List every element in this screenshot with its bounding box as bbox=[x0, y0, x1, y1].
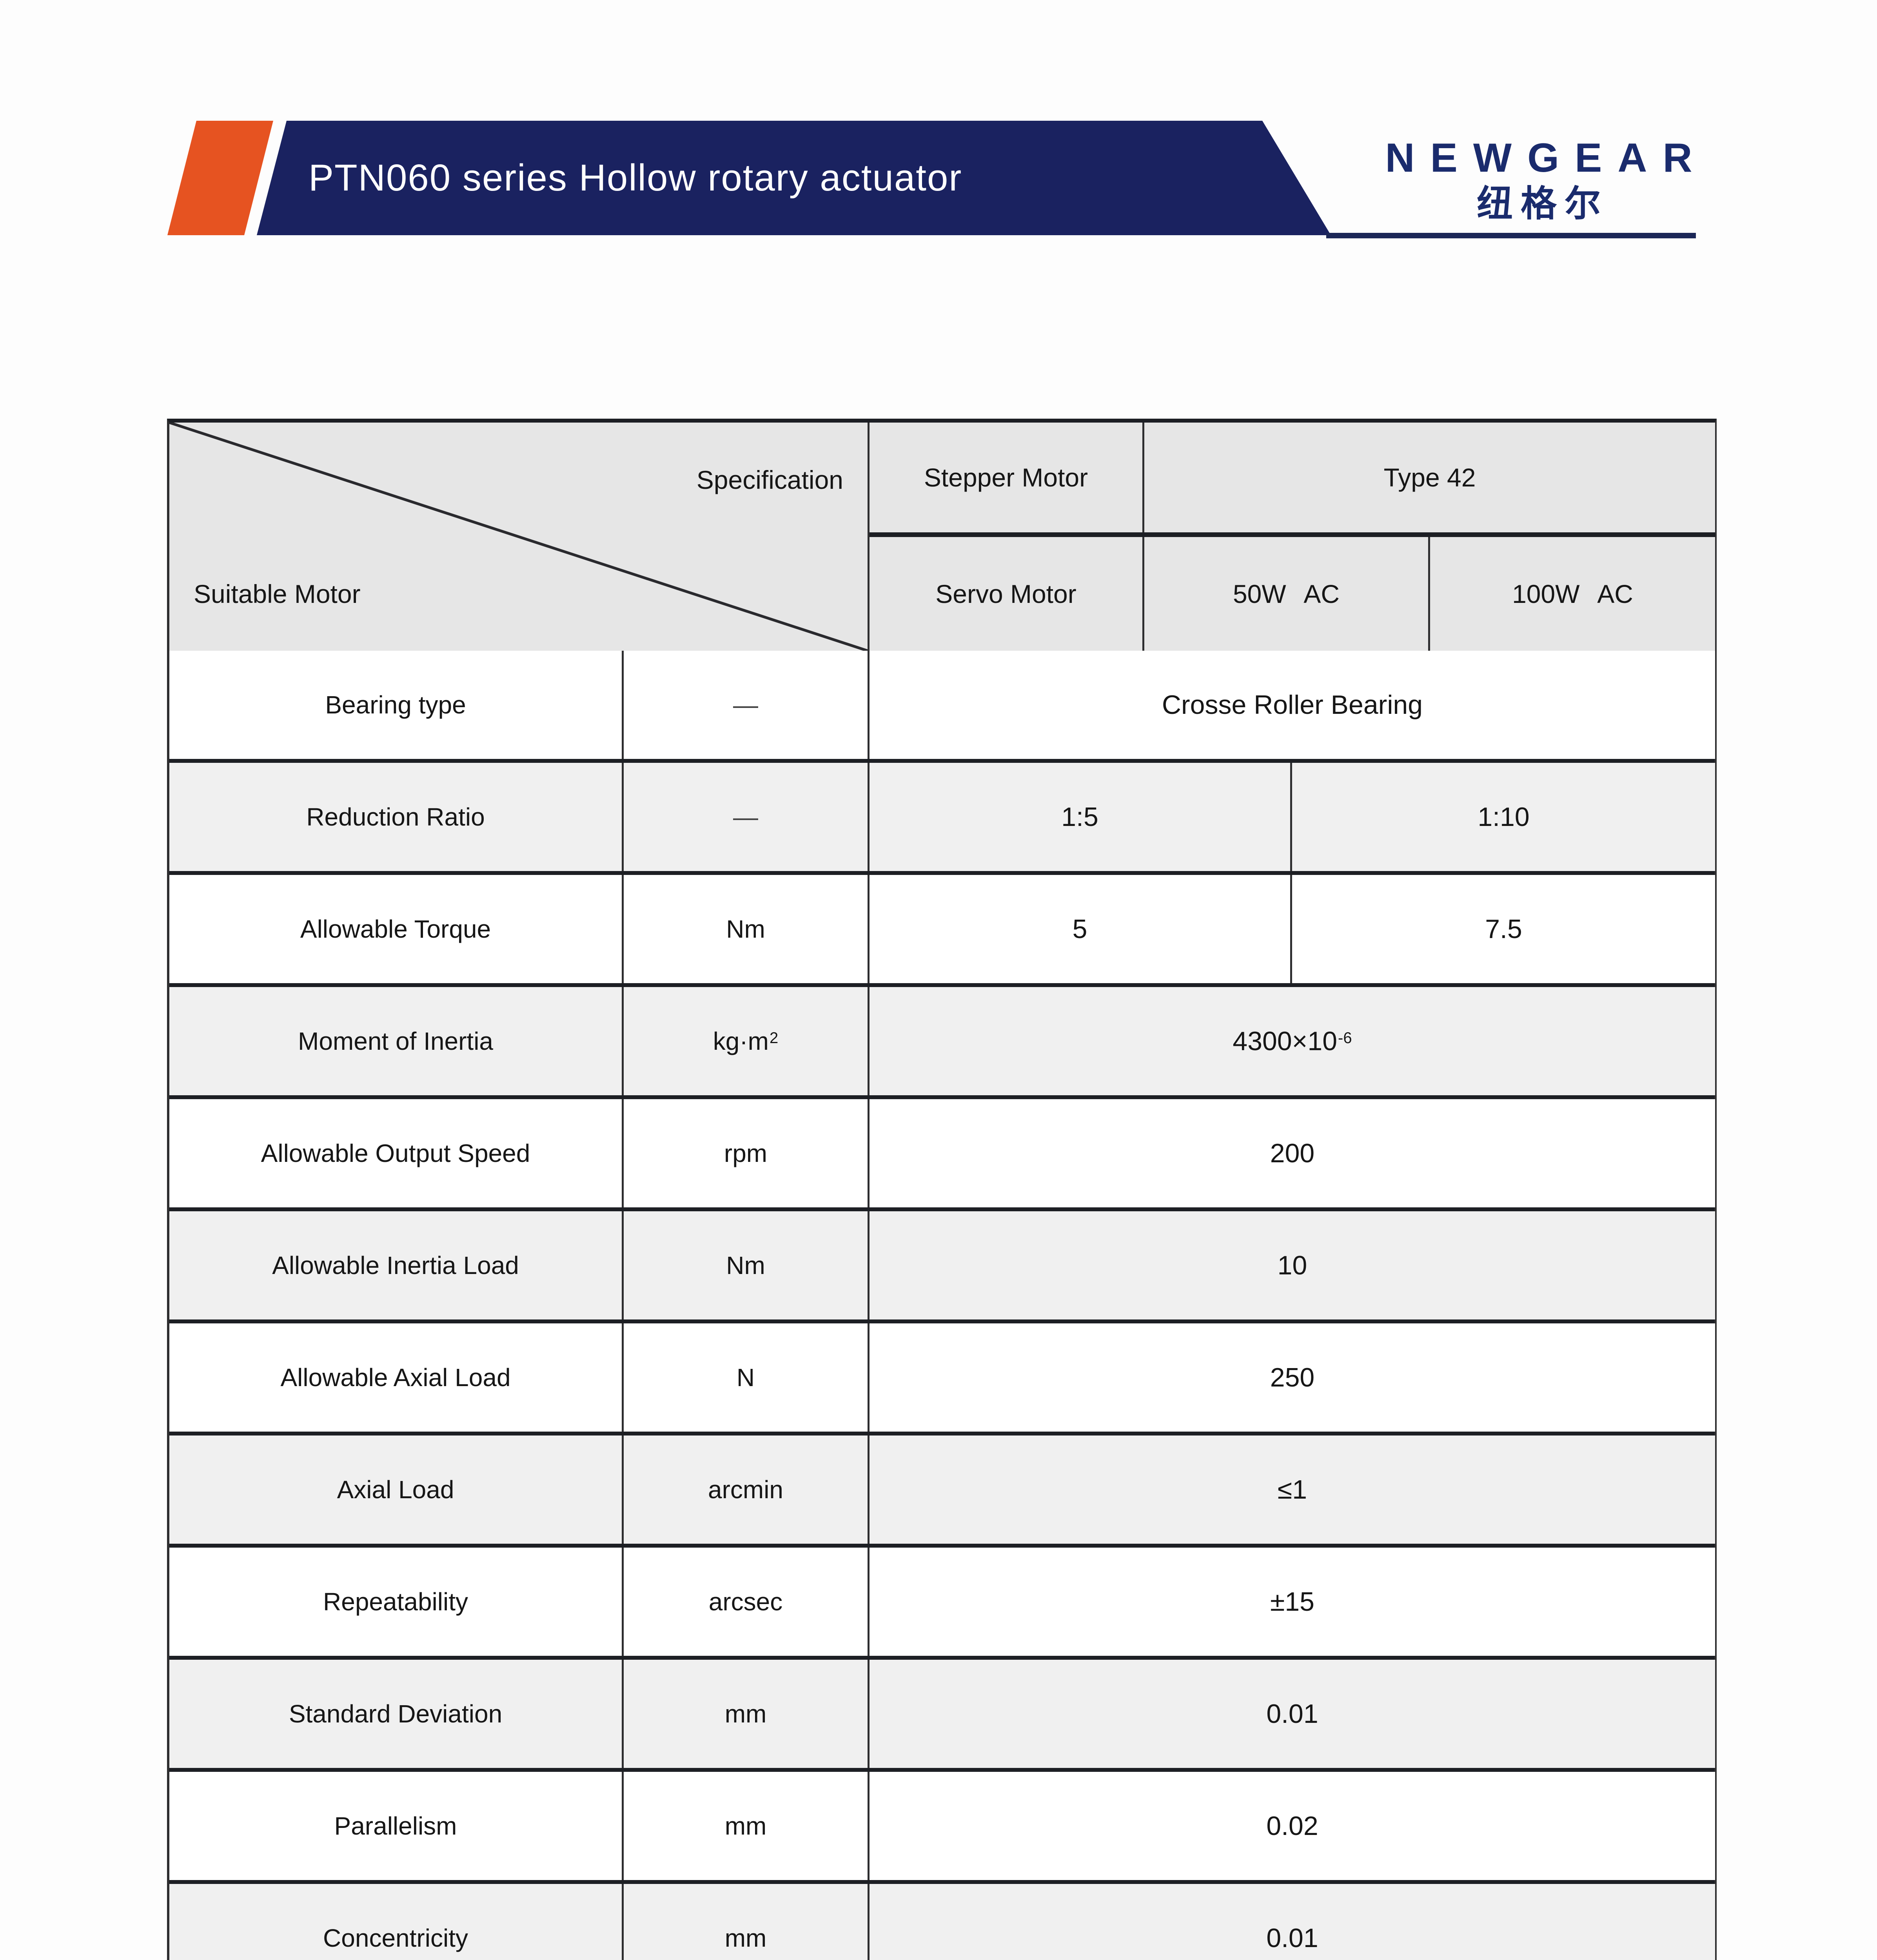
row-unit: Nm bbox=[624, 875, 870, 983]
row-unit: kg·m 2 bbox=[624, 987, 870, 1095]
row-unit: mm bbox=[624, 1884, 870, 1960]
spec-table: Specification Suitable Motor Stepper Mot… bbox=[167, 419, 1717, 1960]
row-unit: arcmin bbox=[624, 1436, 870, 1544]
header-cell: Type 42 bbox=[1144, 423, 1715, 532]
row-value: 0.01 bbox=[870, 1884, 1715, 1960]
row-unit: — bbox=[624, 651, 870, 759]
row-value: 7.5 bbox=[1292, 875, 1715, 983]
row-value: 1:10 bbox=[1292, 763, 1715, 871]
row-unit: arcsec bbox=[624, 1548, 870, 1656]
row-label: Concentricity bbox=[169, 1884, 624, 1960]
motor-header-rows: Stepper Motor Type 42 Servo Motor 50W AC 100… bbox=[870, 423, 1715, 651]
row-value: 0.02 bbox=[870, 1772, 1715, 1880]
table-row: Allowable Torque Nm 5 7.5 bbox=[169, 875, 1715, 987]
table-row: Moment of Inertia kg·m 2 4300×10 -6 bbox=[169, 987, 1715, 1099]
brand-logo: NEWGEAR 纽格尔 bbox=[1378, 136, 1699, 225]
row-value: ≤1 bbox=[870, 1436, 1715, 1544]
table-row: Bearing type — Crosse Roller Bearing bbox=[169, 651, 1715, 763]
row-value: 200 bbox=[870, 1099, 1715, 1207]
table-row: Allowable Inertia Load Nm 10 bbox=[169, 1211, 1715, 1323]
row-unit: mm bbox=[624, 1660, 870, 1768]
row-unit: N bbox=[624, 1323, 870, 1432]
servo-motor-row: Servo Motor 50W AC 100W AC bbox=[870, 537, 1715, 651]
row-value: 5 bbox=[870, 875, 1292, 983]
table-row: Axial Load arcmin ≤1 bbox=[169, 1436, 1715, 1548]
corner-label-suitable-motor: Suitable Motor bbox=[194, 579, 361, 608]
value-base: kg·m bbox=[713, 1027, 769, 1055]
spec-table-body: Bearing type — Crosse Roller Bearing Reduct… bbox=[169, 651, 1715, 1960]
brand-name-chinese: 纽格尔 bbox=[1476, 184, 1608, 224]
row-unit: Nm bbox=[624, 1211, 870, 1319]
row-label: Allowable Axial Load bbox=[169, 1323, 624, 1432]
row-unit: rpm bbox=[624, 1099, 870, 1207]
row-label: Parallelism bbox=[169, 1772, 624, 1880]
header-cell: Servo Motor bbox=[870, 537, 1144, 651]
row-label: Allowable Inertia Load bbox=[169, 1211, 624, 1319]
logo-underline bbox=[1326, 233, 1696, 238]
page-title: PTN060 series Hollow rotary actuator bbox=[309, 157, 962, 199]
table-row: Standard Deviation mm 0.01 bbox=[169, 1660, 1715, 1772]
header-cell: 50W AC bbox=[1144, 537, 1430, 651]
row-label: Bearing type bbox=[169, 651, 624, 759]
table-row: Allowable Axial Load N 250 bbox=[169, 1323, 1715, 1436]
brand-name: NEWGEAR bbox=[1385, 135, 1708, 181]
header-cell: Stepper Motor bbox=[870, 423, 1144, 532]
corner-label-specification: Specification bbox=[696, 465, 843, 494]
row-unit: — bbox=[624, 763, 870, 871]
row-value: 10 bbox=[870, 1211, 1715, 1319]
header-cell: 100W AC bbox=[1430, 537, 1715, 651]
row-label: Allowable Torque bbox=[169, 875, 624, 983]
diagonal-header-cell: Specification Suitable Motor bbox=[169, 423, 870, 651]
row-value: Crosse Roller Bearing bbox=[870, 651, 1715, 759]
row-label: Repeatability bbox=[169, 1548, 624, 1656]
table-row: Reduction Ratio —1:5 1:10 bbox=[169, 763, 1715, 875]
header-banner: PTN060 series Hollow rotary actuator bbox=[257, 121, 1331, 235]
row-value: 0.01 bbox=[870, 1660, 1715, 1768]
table-row: Concentricity mm 0.01 bbox=[169, 1884, 1715, 1960]
row-label: Axial Load bbox=[169, 1436, 624, 1544]
row-value: 1:5 bbox=[870, 763, 1292, 871]
table-row: Allowable Output Speed rpm 200 bbox=[169, 1099, 1715, 1211]
diagonal-divider-line bbox=[169, 423, 868, 651]
row-value: 250 bbox=[870, 1323, 1715, 1432]
row-label: Standard Deviation bbox=[169, 1660, 624, 1768]
table-row: Repeatability arcsec ±15 bbox=[169, 1548, 1715, 1660]
stepper-motor-row: Stepper Motor Type 42 bbox=[870, 423, 1715, 537]
spec-table-header: Specification Suitable Motor Stepper Mot… bbox=[169, 423, 1715, 651]
table-row: Parallelism mm 0.02 bbox=[169, 1772, 1715, 1884]
row-unit: mm bbox=[624, 1772, 870, 1880]
value-base: 4300×10 bbox=[1233, 1026, 1338, 1056]
accent-parallelogram bbox=[167, 121, 273, 235]
row-label: Allowable Output Speed bbox=[169, 1099, 624, 1207]
row-label: Moment of Inertia bbox=[169, 987, 624, 1095]
row-value: ±15 bbox=[870, 1548, 1715, 1656]
row-label: Reduction Ratio bbox=[169, 763, 624, 871]
row-value: 4300×10 -6 bbox=[870, 987, 1715, 1095]
